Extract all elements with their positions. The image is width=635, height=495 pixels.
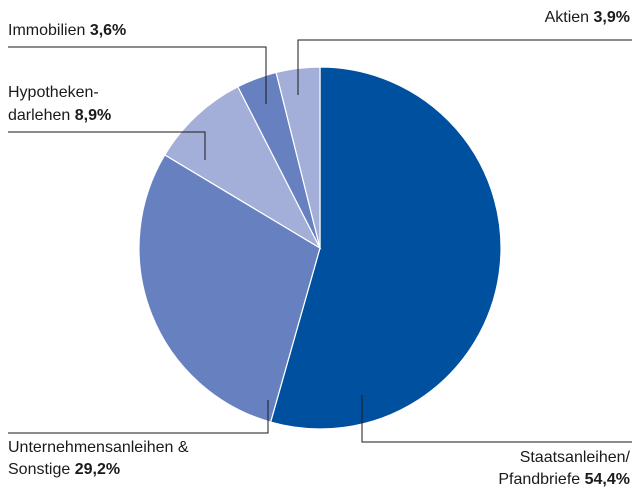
value-label: 3,9% xyxy=(594,9,630,26)
label-line: Unternehmensanleihen & xyxy=(8,439,189,456)
pie-slice xyxy=(163,85,322,250)
leader-line xyxy=(361,395,632,443)
slice-label: Hypotheken-darlehen 8,9% xyxy=(8,84,111,124)
label-line: darlehen xyxy=(8,107,70,124)
label-line: Staatsanleihen/ xyxy=(520,449,631,466)
category-label: Unternehmensanleihen & Sonstige xyxy=(8,439,189,478)
value-label: 54,4% xyxy=(585,471,630,488)
label-line: Hypotheken- xyxy=(8,84,99,101)
label-line: Aktien xyxy=(545,9,589,26)
category-label: Hypotheken-darlehen xyxy=(8,84,99,124)
category-label: Aktien xyxy=(545,9,589,26)
label-line: Sonstige xyxy=(8,461,70,478)
slice-label: Staatsanleihen/Pfandbriefe 54,4% xyxy=(498,449,630,488)
label-line: Pfandbriefe xyxy=(498,471,580,488)
slice-label: Immobilien 3,6% xyxy=(8,22,126,39)
leader-line xyxy=(8,131,206,160)
leader-line xyxy=(297,39,632,95)
category-label: Staatsanleihen/Pfandbriefe xyxy=(498,449,630,488)
pie-slice xyxy=(269,66,502,430)
pie-slice xyxy=(138,154,321,423)
slice-label: Unternehmensanleihen & Sonstige 29,2% xyxy=(8,439,189,478)
leader-line xyxy=(8,400,269,434)
value-label: 8,9% xyxy=(75,107,111,124)
value-label: 29,2% xyxy=(75,461,120,478)
value-label: 3,6% xyxy=(90,22,126,39)
category-label: Immobilien xyxy=(8,22,85,39)
leader-line xyxy=(8,46,267,104)
label-line: Immobilien xyxy=(8,22,85,39)
slice-label: Aktien 3,9% xyxy=(545,9,630,26)
